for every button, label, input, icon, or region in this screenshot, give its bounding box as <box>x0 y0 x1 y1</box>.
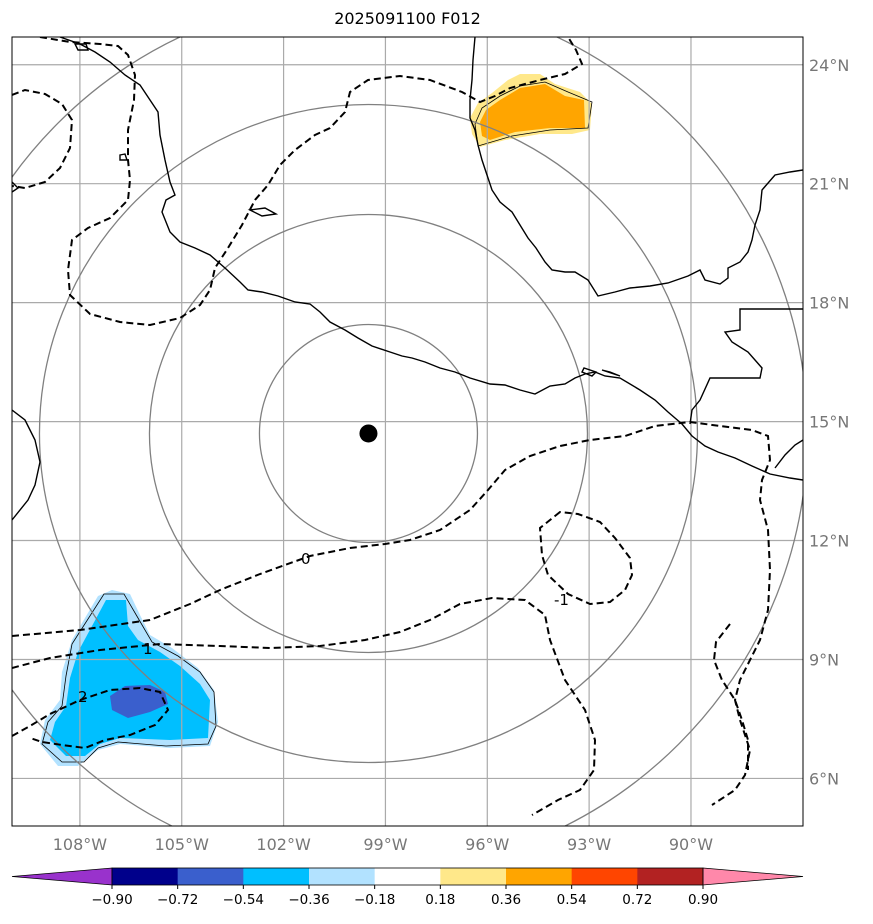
colorbar-segment-8 <box>637 868 704 885</box>
lat-label-4: 12°N <box>809 532 849 551</box>
lon-label-4: 96°W <box>465 835 509 854</box>
contour-label-0: 0 <box>301 550 311 568</box>
colorbar-label-3: −0.36 <box>288 892 329 908</box>
lon-label-2: 102°W <box>256 835 311 854</box>
colorbar-segment-6 <box>506 868 573 885</box>
lat-lon-gridlines <box>12 37 803 826</box>
lat-label-3: 15°N <box>809 413 849 432</box>
colorbar-label-2: −0.54 <box>223 892 264 908</box>
lon-label-5: 93°W <box>567 835 611 854</box>
colorbar-label-0: −0.90 <box>91 892 132 908</box>
lat-label-5: 9°N <box>809 650 839 669</box>
colorbar-outline <box>111 867 704 886</box>
colorbar-under-arrow <box>11 867 113 886</box>
lon-label-1: 105°W <box>155 835 210 854</box>
range-circle-1 <box>258 323 479 544</box>
colorbar-label-9: 0.90 <box>688 892 718 908</box>
colorbar-segment-4 <box>374 868 441 885</box>
colorbar-label-1: −0.72 <box>157 892 198 908</box>
shaded-field-positive <box>470 74 593 147</box>
colorbar-segment-1 <box>177 868 244 885</box>
lon-label-6: 90°W <box>669 835 713 854</box>
colorbar-segment-3 <box>309 868 376 885</box>
contour-labels: 0 -1 1 2 <box>78 550 569 706</box>
colorbar-over-arrow <box>702 867 804 886</box>
contour-lines <box>12 37 772 816</box>
colorbar-segment-5 <box>440 868 507 885</box>
lat-label-0: 24°N <box>809 56 849 75</box>
colorbar-segment-0 <box>112 868 179 885</box>
contour-label-2: 2 <box>78 688 88 706</box>
map-frame <box>11 36 804 827</box>
colorbar-label-6: 0.36 <box>491 892 521 908</box>
contour-label-1: 1 <box>143 640 153 658</box>
lon-label-3: 99°W <box>363 835 407 854</box>
colorbar-segment-2 <box>243 868 310 885</box>
lat-label-2: 18°N <box>809 294 849 313</box>
longitude-labels: 108°W 105°W 102°W 99°W 96°W 93°W 90°W <box>53 835 714 854</box>
shaded-field-negative <box>40 590 218 766</box>
contour-label-minus-1: -1 <box>554 591 569 609</box>
range-circle-2 <box>148 213 589 654</box>
colorbar-label-5: 0.18 <box>425 892 455 908</box>
coastline <box>12 37 803 521</box>
colorbar-label-8: 0.72 <box>622 892 652 908</box>
lat-label-6: 6°N <box>809 769 839 788</box>
lat-label-1: 21°N <box>809 175 849 194</box>
range-circle-3 <box>38 103 699 764</box>
latitude-labels: 24°N 21°N 18°N 15°N 12°N 9°N 6°N <box>809 56 849 789</box>
lon-label-0: 108°W <box>53 835 108 854</box>
colorbar: −0.90 −0.72 −0.54 −0.36 −0.18 0.18 0.36 0.54 0.7… <box>11 867 804 908</box>
colorbar-label-4: −0.18 <box>354 892 395 908</box>
colorbar-segment-7 <box>571 868 638 885</box>
storm-center-marker <box>359 424 378 443</box>
range-circles <box>12 37 803 826</box>
map-title: 2025091100 F012 <box>334 9 481 28</box>
colorbar-label-7: 0.54 <box>557 892 587 908</box>
